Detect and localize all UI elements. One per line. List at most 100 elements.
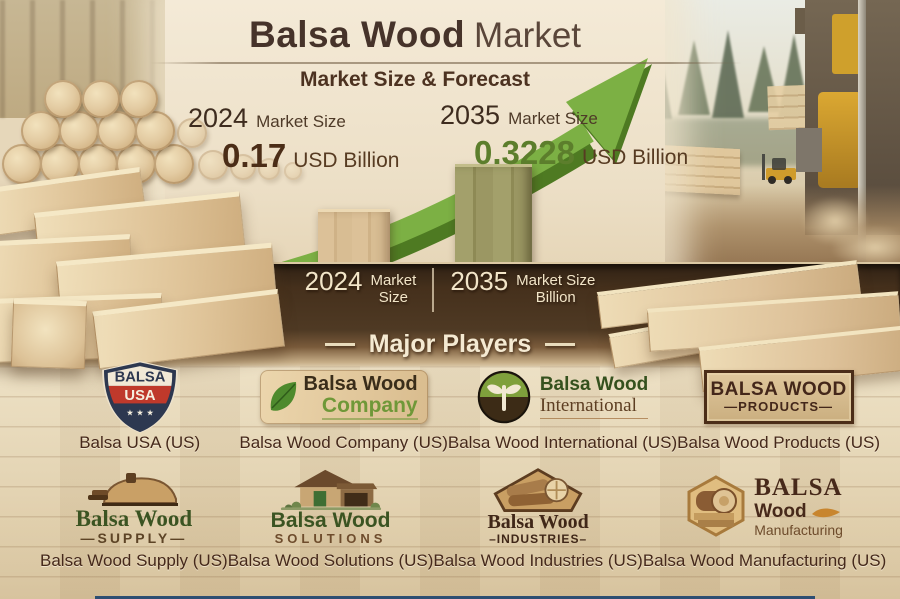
manufacturing-line2: Wood — [754, 501, 807, 522]
company-logo: Balsa Wood Company — [259, 366, 428, 428]
international-line1: Balsa Wood — [539, 374, 649, 396]
player-balsa-wood-company: Balsa Wood Company Balsa Wood Company (U… — [239, 366, 448, 453]
band-2035-year: 2035 — [450, 266, 509, 296]
title-bold: Balsa Wood — [248, 14, 466, 55]
player-caption: Balsa Wood Products (US) — [677, 433, 880, 452]
stat-2035-unit: USD Billion — [581, 146, 689, 170]
forklift-wheel — [784, 176, 792, 184]
company-line2: Company — [321, 395, 418, 420]
stat-2024-value: 0.17 — [222, 137, 287, 175]
leaf-icon — [270, 382, 296, 411]
band-label-2024: 2024 Market Size — [305, 268, 417, 312]
manufacturing-logo: BALSA Wood Manufacturing — [686, 466, 843, 546]
heading-dash — [545, 343, 576, 346]
sawmill-yellow-block — [818, 92, 862, 188]
band-2024-line2: Size — [378, 289, 408, 307]
major-players-heading: Major Players — [0, 330, 900, 359]
player-balsa-wood-supply: Balsa Wood —SUPPLY— Balsa Wood Supply (U… — [40, 466, 228, 571]
shield-line2: USA — [124, 388, 155, 404]
barn-icon — [280, 469, 381, 511]
player-balsa-wood-international: Balsa Wood International Balsa Wood Inte… — [448, 366, 677, 453]
supply-logo: Balsa Wood —SUPPLY— — [75, 466, 193, 547]
player-balsa-wood-products: BALSA WOOD —PRODUCTS— Balsa Wood Product… — [677, 366, 880, 453]
log-end — [154, 144, 194, 184]
international-logo: Balsa Wood International — [477, 366, 649, 428]
sawmill-gray-box — [796, 128, 822, 172]
manufacturing-line1: BALSA — [754, 474, 843, 501]
shield-line1: BALSA — [114, 369, 165, 385]
forklift-wheel — [768, 176, 776, 184]
log-end — [120, 80, 158, 118]
player-caption: Balsa Wood Company (US) — [239, 433, 448, 452]
stat-2024-year: 2024 — [188, 103, 249, 133]
pine-tree-shape — [678, 40, 710, 115]
major-players-text: Major Players — [368, 330, 532, 358]
subtitle: Market Size & Forecast — [300, 68, 530, 91]
barrel-badge-icon — [687, 475, 745, 537]
band-2024-line1: Market — [370, 272, 417, 289]
supply-line2: —SUPPLY— — [80, 530, 188, 547]
industries-line1: Balsa Wood — [487, 511, 589, 534]
stars-icon: ★ ★ ★ — [126, 407, 154, 417]
band-2035-line1: Market Size — [516, 272, 596, 289]
shield-icon: BALSA USA ★ ★ ★ — [101, 361, 178, 433]
band-divider — [432, 268, 435, 312]
players-row-1: BALSA USA ★ ★ ★ Balsa USA (US) — [40, 361, 880, 453]
stat-2035-label: Market Size — [508, 109, 598, 128]
wood-sign-frame: BALSA WOOD —PRODUCTS— — [703, 370, 854, 424]
title-light: Market — [474, 16, 582, 55]
industries-line2: –INDUSTRIES– — [489, 532, 588, 547]
player-balsa-wood-manufacturing: BALSA Wood Manufacturing Balsa Wood Manu… — [643, 466, 886, 571]
company-line1: Balsa Wood — [303, 373, 418, 396]
player-caption: Balsa Wood Solutions (US) — [227, 551, 434, 570]
band-label-2035: 2035 Market Size Billion — [450, 268, 595, 312]
supply-line1: Balsa Wood — [75, 506, 193, 532]
products-line2: —PRODUCTS— — [724, 399, 834, 415]
log-end — [177, 118, 207, 148]
log-end — [198, 150, 228, 180]
industries-logo: Balsa Wood –INDUSTRIES– — [486, 466, 590, 546]
player-caption: Balsa USA (US) — [79, 433, 201, 452]
pine-tree-shape — [712, 30, 744, 118]
hand-plane-icon — [87, 473, 178, 507]
solutions-line2: SOLUTIONS — [274, 531, 387, 547]
players-row-2: Balsa Wood —SUPPLY— Balsa Wood Supply (U… — [40, 466, 886, 571]
bottom-navy-strip — [95, 596, 815, 599]
forklift-mast — [762, 154, 765, 180]
balsa-usa-logo: BALSA USA ★ ★ ★ — [101, 361, 179, 433]
manufacturing-line3: Manufacturing — [754, 522, 843, 538]
solutions-logo: Balsa Wood SOLUTIONS — [270, 466, 391, 547]
band-2024-year: 2024 — [304, 266, 363, 296]
band-2035-line2: Billion — [535, 289, 576, 307]
tool-swoosh-icon — [811, 507, 840, 517]
log-end — [21, 111, 61, 151]
sawmill-blade-pole — [858, 0, 866, 268]
stat-2024-label: Market Size — [256, 112, 346, 131]
log-end — [82, 80, 120, 118]
stat-2024-unit: USD Billion — [293, 149, 400, 173]
player-balsa-usa: BALSA USA ★ ★ ★ Balsa USA (US) — [40, 361, 239, 453]
title-divider — [150, 62, 742, 64]
log-end — [2, 144, 42, 184]
stat-2035: 2035 Market Size 0.3228 USD Billion — [440, 100, 688, 172]
solutions-line1: Balsa Wood — [270, 509, 391, 533]
sprout-globe-icon — [477, 370, 531, 424]
log-end — [44, 80, 82, 118]
player-balsa-wood-industries: Balsa Wood –INDUSTRIES– Balsa Wood Indus… — [433, 466, 643, 571]
stat-2035-value: 0.3228 — [474, 134, 575, 172]
wood-plank-sign: Balsa Wood Company — [259, 370, 428, 424]
international-line2: International — [539, 395, 649, 419]
logs-badge-icon — [493, 468, 583, 512]
page-title: Balsa Wood Market — [165, 14, 665, 56]
player-caption: Balsa Wood International (US) — [447, 433, 678, 452]
player-caption: Balsa Wood Supply (US) — [40, 551, 228, 570]
player-caption: Balsa Wood Manufacturing (US) — [642, 551, 887, 570]
forklift — [760, 150, 804, 184]
heading-dash — [324, 343, 355, 346]
forklift-cab — [772, 158, 786, 170]
products-logo: BALSA WOOD —PRODUCTS— — [703, 366, 854, 428]
player-caption: Balsa Wood Industries (US) — [433, 551, 643, 570]
stat-2024: 2024 Market Size 0.17 USD Billion — [188, 103, 399, 175]
